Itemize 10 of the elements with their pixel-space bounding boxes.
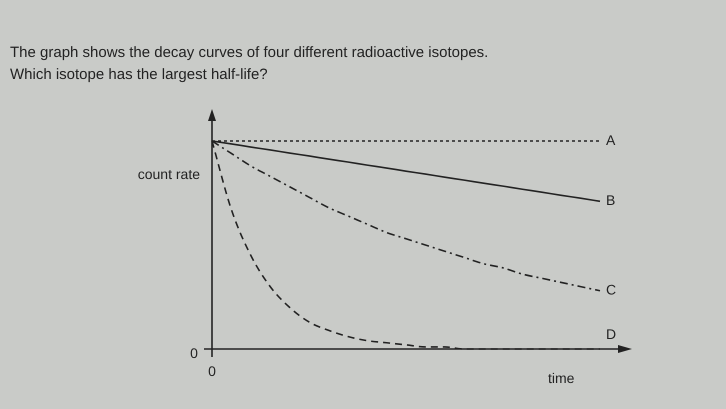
series-label: A bbox=[606, 132, 616, 148]
text: 0 bbox=[208, 363, 216, 379]
series-label: D bbox=[606, 326, 616, 342]
series-label: C bbox=[606, 282, 616, 298]
text: 0 bbox=[190, 344, 198, 361]
chart-subtitle: Which isotope has the largest half-life? bbox=[10, 66, 268, 83]
y-axis-title: count rate bbox=[138, 166, 200, 182]
x-axis-title: time bbox=[548, 370, 575, 386]
series-label: B bbox=[606, 192, 616, 208]
chart-title: The graph shows the decay curves of four different radioactive isotopes. bbox=[10, 44, 488, 61]
